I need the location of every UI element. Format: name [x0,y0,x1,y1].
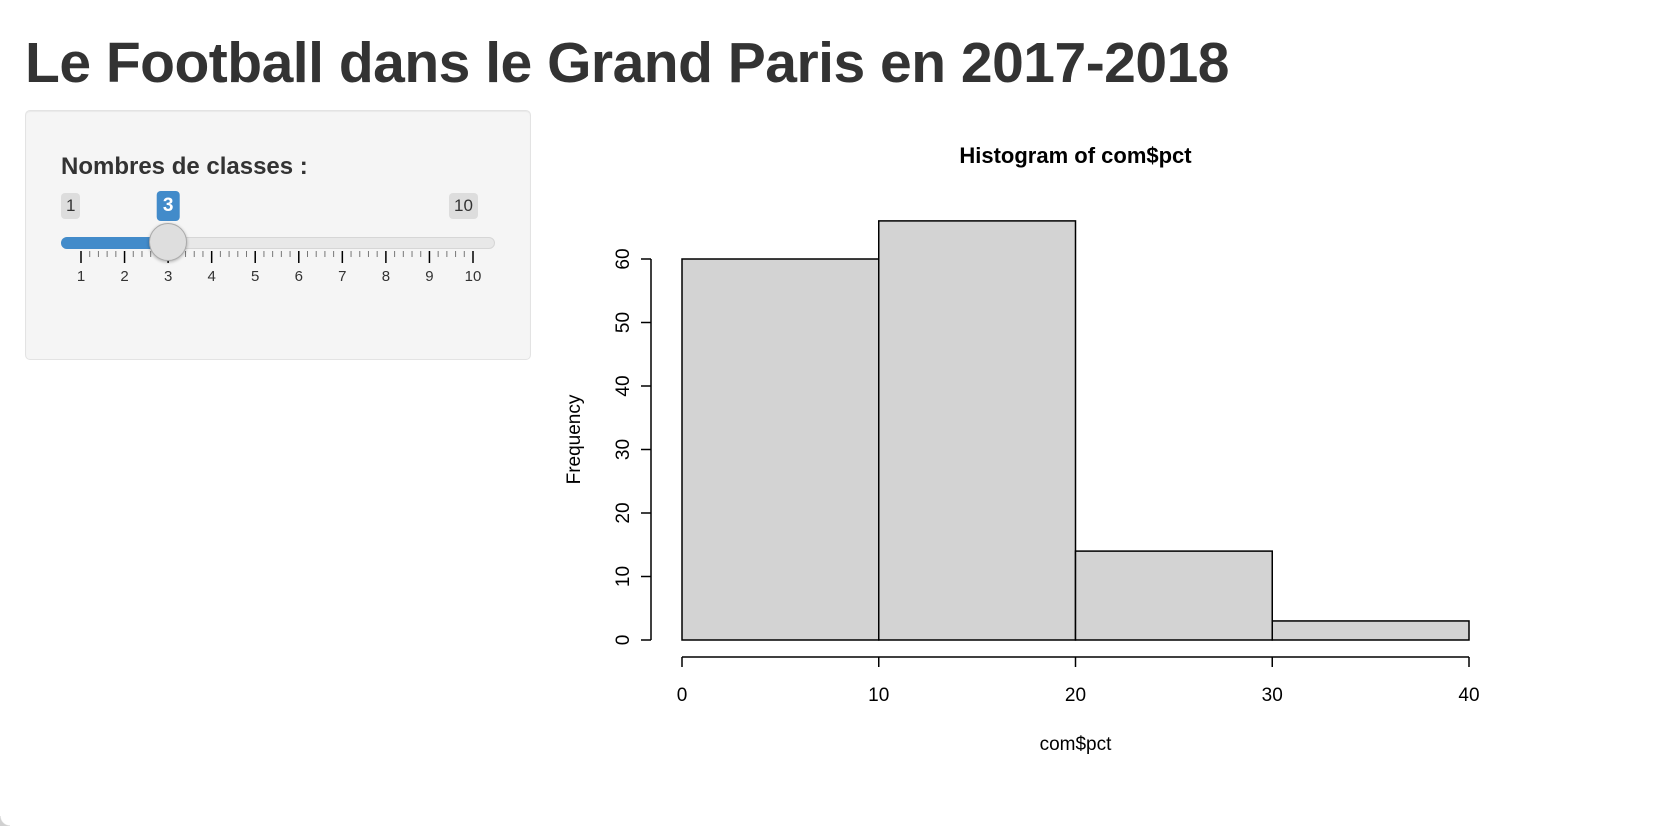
y-axis-tick-label: 60 [613,248,634,269]
slider-min-badge: 1 [61,193,81,219]
slider-handle[interactable] [149,223,188,261]
y-axis-tick-label: 0 [613,635,634,646]
page-title: Le Football dans le Grand Paris en 2017-… [25,31,1229,95]
chart-y-axis-label: Frequency [564,394,585,484]
slider-fill [61,237,169,249]
y-axis-tick-label: 20 [613,502,634,523]
x-axis-tick-label: 10 [868,685,889,706]
slider-label: Nombres de classes : [61,153,308,180]
chart-bars [681,220,1470,641]
slider-max-badge: 10 [449,193,478,219]
x-axis-tick-label: 0 [677,685,688,706]
slider-tick-label: 3 [164,268,172,285]
slider-tick-label: 4 [207,268,215,285]
y-axis-tick-label: 30 [613,439,634,460]
x-axis-tick-label: 20 [1065,685,1086,706]
chart-x-axis-label: com$pct [1040,734,1113,755]
slider-grid: 1 2 3 4 5 6 7 8 9 10 [77,251,482,285]
y-axis-tick-label: 10 [613,566,634,587]
x-axis-tick-label: 30 [1262,685,1283,706]
slider-tick-label: 6 [295,268,303,285]
slider-tick-label: 8 [382,268,390,285]
histogram-chart: Histogram of com$pct com$pct Frequency 0… [564,143,1480,755]
histogram-bar [1074,550,1273,641]
window-corner [0,816,10,826]
slider-tick-label: 9 [425,268,433,285]
slider-tick-label: 1 [77,268,85,285]
histogram-bar [681,258,880,641]
slider-value-badge: 3 [156,191,180,221]
slider-tick-label: 7 [338,268,346,285]
slider-tick-label: 5 [251,268,259,285]
chart-y-axis: 0 10 20 30 40 50 60 [613,248,652,646]
y-axis-tick-label: 50 [613,312,634,333]
x-axis-tick-label: 40 [1458,685,1479,706]
y-axis-tick-label: 40 [613,375,634,396]
sidebar-panel: Nombres de classes : 1 10 3 1 2 3 4 5 6 7 8 9 10 [25,110,531,360]
histogram-bar [878,220,1077,641]
slider-tick-label: 2 [120,268,128,285]
chart-title: Histogram of com$pct [959,143,1192,168]
slider-tick-label: 10 [465,268,482,285]
chart-x-axis: 0 10 20 30 40 [677,656,1480,706]
histogram-bar [1271,620,1470,641]
